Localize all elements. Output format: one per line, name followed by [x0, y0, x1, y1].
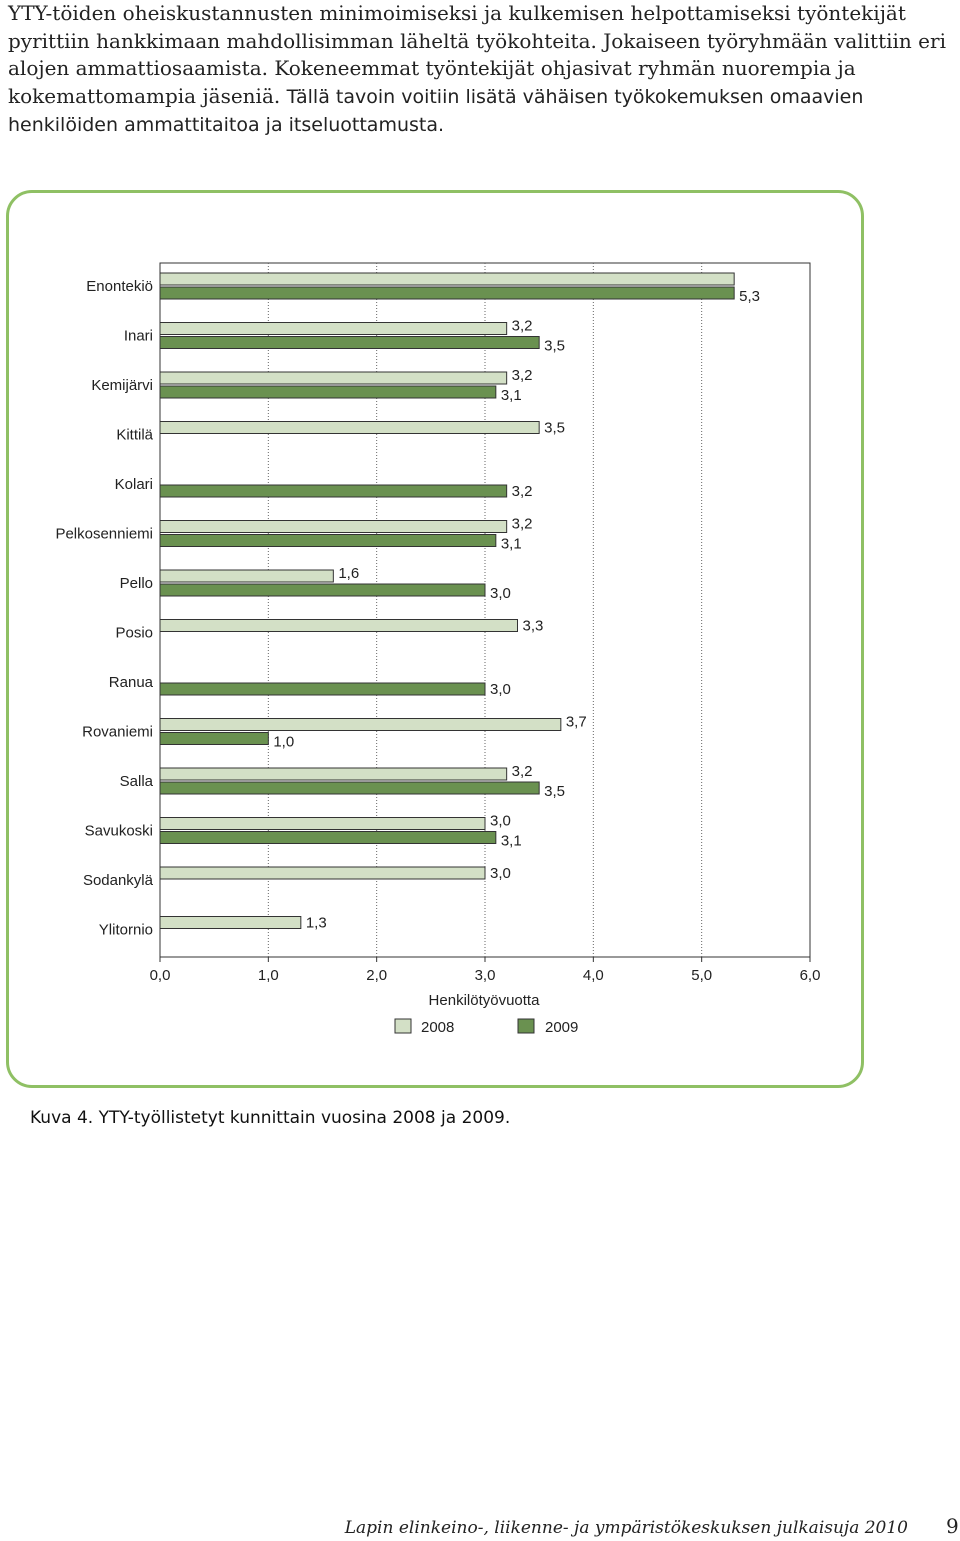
- x-tick-label: 6,0: [800, 967, 821, 984]
- data-label: 3,0: [490, 865, 511, 882]
- data-label: 3,5: [544, 783, 565, 800]
- plot-area: [159, 262, 811, 958]
- footer-publication: Lapin elinkeino-, liikenne- ja ympäristö…: [344, 1518, 908, 1538]
- page-number: 9: [946, 1514, 959, 1538]
- data-label: 5,3: [739, 288, 760, 305]
- category-label: Kemijärvi: [91, 377, 153, 394]
- bar-2008: [159, 817, 486, 830]
- category-label: Salla: [120, 773, 154, 790]
- x-tick-label: 1,0: [258, 967, 279, 984]
- x-tick-label: 4,0: [583, 967, 604, 984]
- category-label: Pello: [120, 575, 153, 592]
- data-label: 1,6: [338, 565, 359, 582]
- bar-2009: [159, 682, 486, 696]
- data-label: 3,5: [544, 338, 565, 355]
- legend-swatch-2008: [394, 1018, 412, 1034]
- x-tick-label: 5,0: [691, 967, 712, 984]
- x-tick-label: 0,0: [150, 967, 171, 984]
- bar-2009: [159, 583, 486, 597]
- data-label: 3,2: [512, 483, 533, 500]
- data-label: 3,7: [566, 714, 587, 731]
- bar-2009: [159, 732, 269, 745]
- bar-2009: [159, 385, 497, 399]
- bar-2009: [159, 336, 540, 349]
- legend-label: 2009: [545, 1019, 578, 1036]
- bar-2008: [159, 421, 540, 434]
- data-label: 3,0: [490, 585, 511, 602]
- data-label: 3,2: [512, 367, 533, 384]
- data-label: 3,5: [544, 420, 565, 437]
- bar-2009: [159, 534, 497, 547]
- data-label: 3,3: [523, 618, 544, 635]
- intro-text-sans: Tällä tavoin voitiin lisätä vähäisen työ…: [8, 85, 864, 137]
- x-tick-label: 2,0: [366, 967, 387, 984]
- data-label: 3,1: [501, 536, 522, 553]
- bar-2008: [159, 866, 486, 880]
- data-label: 3,1: [501, 387, 522, 404]
- bar-2008: [159, 520, 508, 533]
- bar-2008: [159, 916, 302, 929]
- data-label: 3,2: [512, 516, 533, 533]
- data-label: 3,0: [490, 681, 511, 698]
- intro-paragraph: YTY-töiden oheiskustannusten minimoimise…: [8, 0, 948, 140]
- x-axis-label: Henkilötyövuotta: [429, 992, 541, 1009]
- bar-2008: [159, 569, 334, 583]
- bar-chart: 0,0 1,0 2,0 3,0 4,0 5,0 6,0 Henkilötyövuotta Eno…: [55, 262, 821, 1036]
- category-label: Ranua: [109, 674, 154, 691]
- category-label: Posio: [115, 625, 153, 642]
- bar-2008: [159, 272, 735, 286]
- data-label: 3,1: [501, 833, 522, 850]
- data-label: 1,3: [306, 915, 327, 932]
- data-label: 3,2: [512, 763, 533, 780]
- bar-2008: [159, 322, 508, 335]
- bar-2008: [159, 371, 508, 385]
- data-label: 1,0: [273, 734, 294, 751]
- category-label: Ylitornio: [99, 922, 153, 939]
- category-label: Inari: [124, 328, 153, 345]
- category-label: Enontekiö: [86, 278, 153, 295]
- data-label: 3,2: [512, 318, 533, 335]
- data-label: 3,0: [490, 813, 511, 830]
- intro-text-serif: YTY-töiden oheiskustannusten minimoimise…: [8, 1, 946, 108]
- bar-2009: [159, 286, 735, 300]
- legend-swatch-2009: [517, 1018, 535, 1034]
- category-label: Pelkosenniemi: [55, 526, 153, 543]
- x-tick-label: 3,0: [475, 967, 496, 984]
- category-label: Kolari: [115, 476, 153, 493]
- category-label: Sodankylä: [83, 872, 154, 889]
- bar-2008: [159, 619, 518, 632]
- bar-2009: [159, 781, 540, 795]
- bar-2009: [159, 484, 508, 498]
- category-label: Savukoski: [85, 823, 153, 840]
- figure-caption: Kuva 4. YTY-työllistetyt kunnittain vuos…: [30, 1108, 511, 1128]
- category-label: Kittilä: [116, 427, 153, 444]
- category-label: Rovaniemi: [82, 724, 153, 741]
- bar-2008: [159, 767, 508, 781]
- legend-label: 2008: [421, 1019, 454, 1036]
- bar-2009: [159, 831, 497, 844]
- bar-2008: [159, 718, 562, 731]
